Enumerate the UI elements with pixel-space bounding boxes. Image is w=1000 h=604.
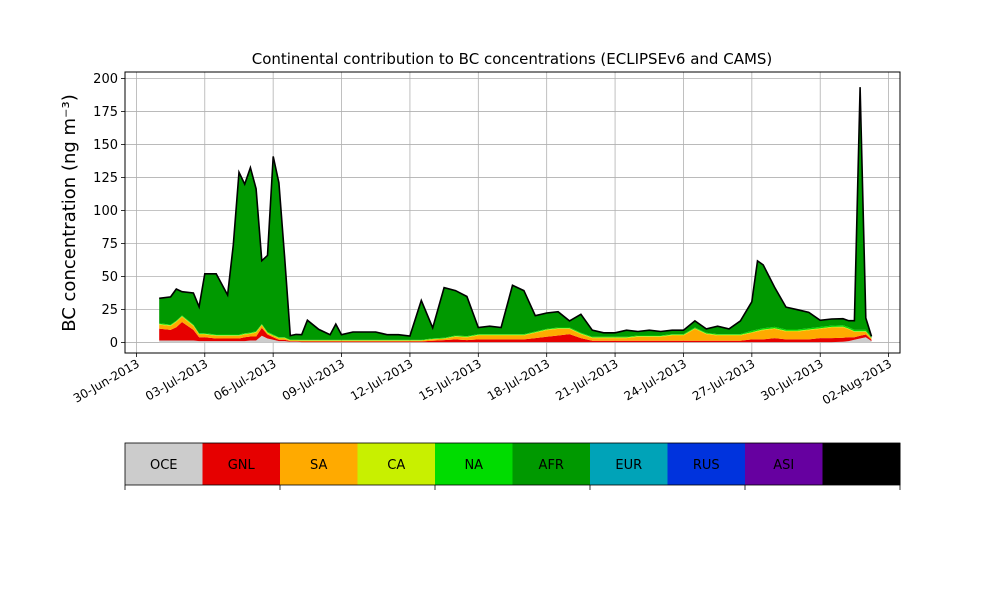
colorbar-swatch-eur [590, 443, 668, 485]
y-tick-label: 100 [93, 204, 118, 219]
x-tick-label: 03-Jul-2013 [143, 356, 210, 403]
colorbar-label-aus: AUS [848, 458, 875, 473]
x-tick-label: 30-Jul-2013 [758, 356, 825, 403]
chart-title: Continental contribution to BC concentra… [252, 50, 773, 68]
x-tick-label: 21-Jul-2013 [553, 356, 620, 403]
y-tick-label: 0 [110, 336, 118, 351]
colorbar-swatch-na [435, 443, 513, 485]
x-tick-label: 30-Jun-2013 [71, 356, 142, 405]
colorbar-swatch-rus [667, 443, 746, 485]
colorbar-swatch-asi [745, 443, 823, 485]
plot-border [124, 71, 901, 354]
y-tick-label: 150 [93, 138, 118, 153]
colorbar-label-ca: CA [387, 458, 405, 473]
colorbar-swatch-gnl [202, 443, 281, 485]
area-afr [159, 87, 872, 340]
colorbar-swatch-ca [357, 443, 436, 485]
colorbar-label-sa: SA [310, 458, 327, 473]
colorbar-label-rus: RUS [693, 458, 720, 473]
y-axis-label: BC concentration (ng m⁻³) [59, 94, 80, 332]
colorbar-swatch-oce [125, 443, 203, 485]
y-tick-label: 50 [101, 270, 118, 285]
total-line [159, 87, 873, 337]
y-tick-label: 175 [93, 105, 118, 120]
colorbar-border [124, 442, 901, 486]
colorbar-swatch-sa [280, 443, 358, 485]
colorbar-label-eur: EUR [615, 458, 642, 473]
y-tick-label: 75 [101, 237, 118, 252]
colorbar-label-na: NA [464, 458, 483, 473]
area-gnl [159, 322, 872, 343]
x-axis-ticks: 30-Jun-2013 03-Jul-2013 06-Jul-2013 09-Jul-… [71, 353, 894, 407]
x-tick-label: 02-Aug-2013 [820, 356, 894, 407]
x-tick-label: 12-Jul-2013 [348, 356, 415, 403]
x-tick-label: 09-Jul-2013 [280, 356, 347, 403]
plot-areas [159, 87, 873, 343]
x-tick-label: 27-Jul-2013 [690, 356, 757, 403]
colorbar-swatch-aus [822, 443, 901, 485]
x-tick-label: 18-Jul-2013 [485, 356, 552, 403]
colorbar-label-oce: OCE [150, 458, 178, 473]
colorbar-swatch-afr [512, 443, 591, 485]
x-tick-label: 24-Jul-2013 [622, 356, 689, 403]
x-tick-label: 15-Jul-2013 [417, 356, 484, 403]
colorbar-label-gnl: GNL [228, 458, 256, 473]
colorbar: OCE GNL SA CA NA AFR EUR RUS ASI AUS [124, 442, 901, 490]
y-tick-label: 25 [101, 303, 118, 318]
y-tick-label: 125 [93, 171, 118, 186]
area-sa [159, 316, 872, 342]
colorbar-label-asi: ASI [773, 458, 794, 473]
x-tick-label: 06-Jul-2013 [211, 356, 278, 403]
y-axis-ticks: 0 25 50 75 100 125 150 175 200 [93, 72, 125, 351]
plot-frame [124, 71, 901, 354]
colorbar-label-afr: AFR [539, 458, 564, 473]
area-oce [159, 335, 872, 343]
y-tick-label: 200 [93, 72, 118, 87]
